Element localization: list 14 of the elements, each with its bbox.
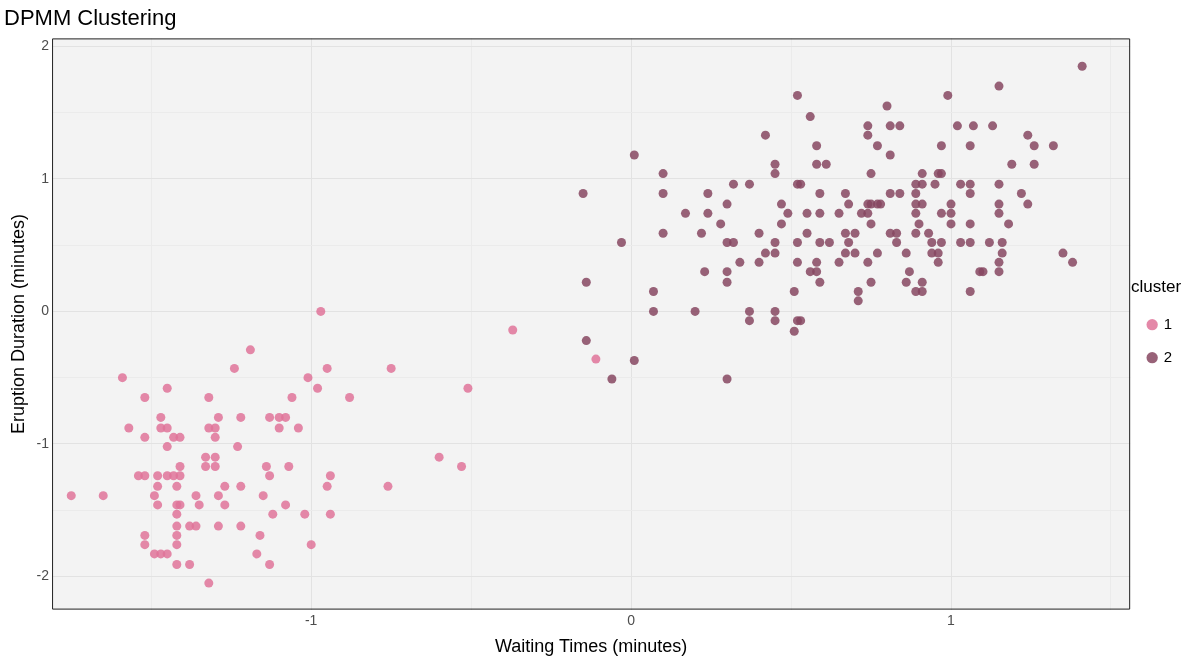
legend-title: cluster [1131,276,1182,296]
y-tick-label: 2 [41,37,50,54]
x-axis-title: Waiting Times (minutes) [494,636,688,657]
y-tick-label: 0 [41,302,50,319]
y-tick-label: -1 [36,434,50,451]
legend-label: 1 [1163,314,1172,332]
legend-label: 2 [1163,347,1172,365]
x-tick-label: 1 [947,611,956,628]
x-tick-label: -1 [304,611,318,628]
y-axis-title: Eruption Duration (minutes) [7,213,28,435]
y-tick-label: -2 [36,567,50,584]
chart-title: DPMM Clustering [4,5,177,31]
y-tick-label: 1 [41,169,50,186]
x-tick-label: 0 [627,611,636,628]
